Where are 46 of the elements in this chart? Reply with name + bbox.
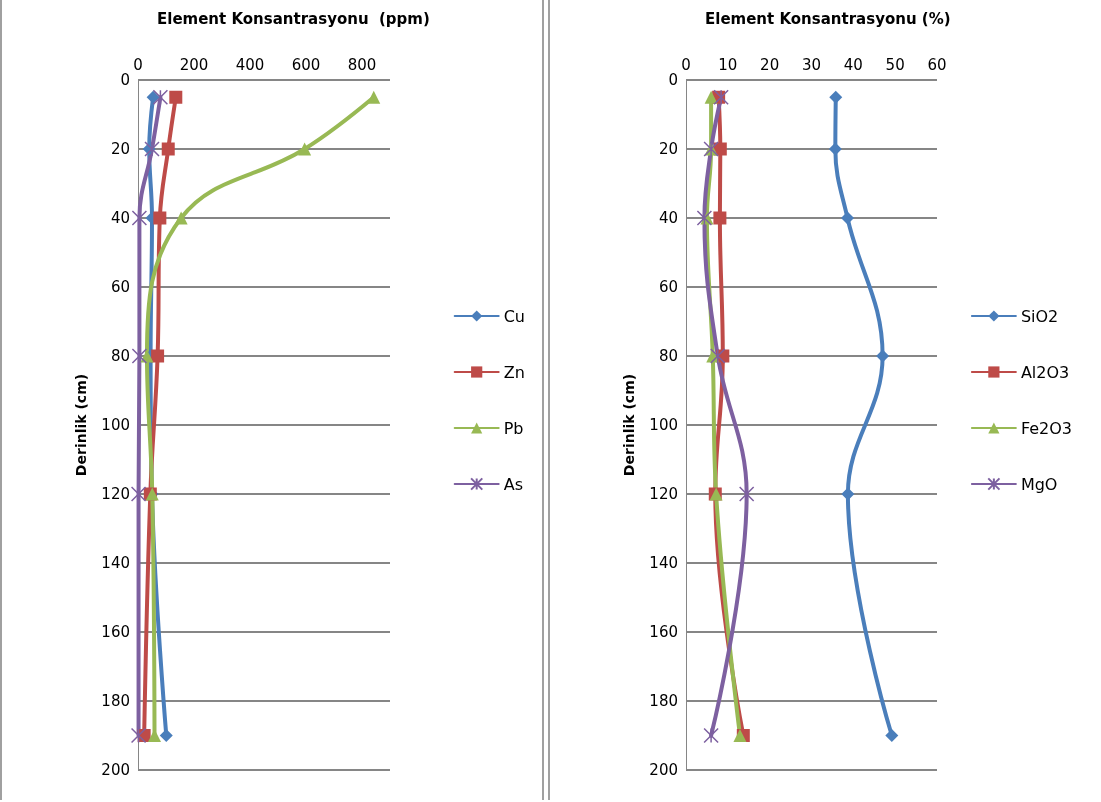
y-tick-label: 0 — [668, 71, 678, 89]
y-tick-label: 140 — [101, 554, 130, 572]
chart-title: Element Konsantrasyonu (ppm) — [157, 9, 430, 28]
x-tick-label: 0 — [681, 55, 691, 74]
y-tick-label: 200 — [101, 761, 130, 779]
x-tick-label: 40 — [843, 55, 863, 74]
legend-label: Pb — [503, 418, 524, 438]
chart-title: Element Konsantrasyonu (%) — [705, 9, 951, 28]
y-tick-label: 20 — [658, 140, 678, 158]
x-tick-label: 800 — [347, 55, 377, 74]
y-tick-label: 200 — [649, 761, 678, 779]
x-tick-label: 200 — [179, 55, 209, 74]
x-tick-label: 400 — [235, 55, 265, 74]
x-tick-label: 20 — [760, 55, 780, 74]
y-tick-label: 100 — [649, 416, 678, 434]
y-tick-label: 140 — [649, 554, 678, 572]
legend-label: MgO — [1020, 474, 1058, 494]
x-tick-label: 10 — [718, 55, 738, 74]
y-tick-label: 160 — [101, 623, 130, 641]
y-tick-label: 0 — [120, 71, 130, 89]
legend-label: Cu — [503, 306, 525, 326]
y-tick-label: 160 — [649, 623, 678, 641]
y-tick-label: 180 — [649, 692, 678, 710]
y-tick-label: 80 — [110, 347, 130, 365]
y-tick-label: 80 — [658, 347, 678, 365]
x-tick-label: 30 — [801, 55, 822, 74]
x-tick-label: 0 — [133, 55, 143, 74]
y-tick-label: 180 — [101, 692, 130, 710]
y-tick-label: 40 — [658, 209, 678, 227]
y-tick-label: 120 — [101, 485, 130, 503]
x-tick-label: 60 — [927, 55, 947, 74]
y-axis-title: Derinlik (cm) — [73, 373, 89, 477]
x-tick-label: 50 — [885, 55, 905, 74]
y-axis-title: Derinlik (cm) — [621, 373, 637, 477]
y-tick-label: 60 — [110, 278, 130, 296]
legend-label: As — [503, 474, 523, 494]
legend-label: Al2O3 — [1020, 362, 1070, 382]
legend-label: Fe2O3 — [1020, 418, 1072, 438]
y-tick-label: 120 — [649, 485, 678, 503]
y-tick-label: 20 — [110, 140, 130, 158]
legend-label: SiO2 — [1020, 306, 1059, 326]
y-tick-label: 100 — [101, 416, 130, 434]
y-tick-label: 60 — [658, 278, 678, 296]
x-tick-label: 600 — [291, 55, 321, 74]
y-tick-label: 40 — [110, 209, 130, 227]
legend-label: Zn — [503, 362, 525, 382]
